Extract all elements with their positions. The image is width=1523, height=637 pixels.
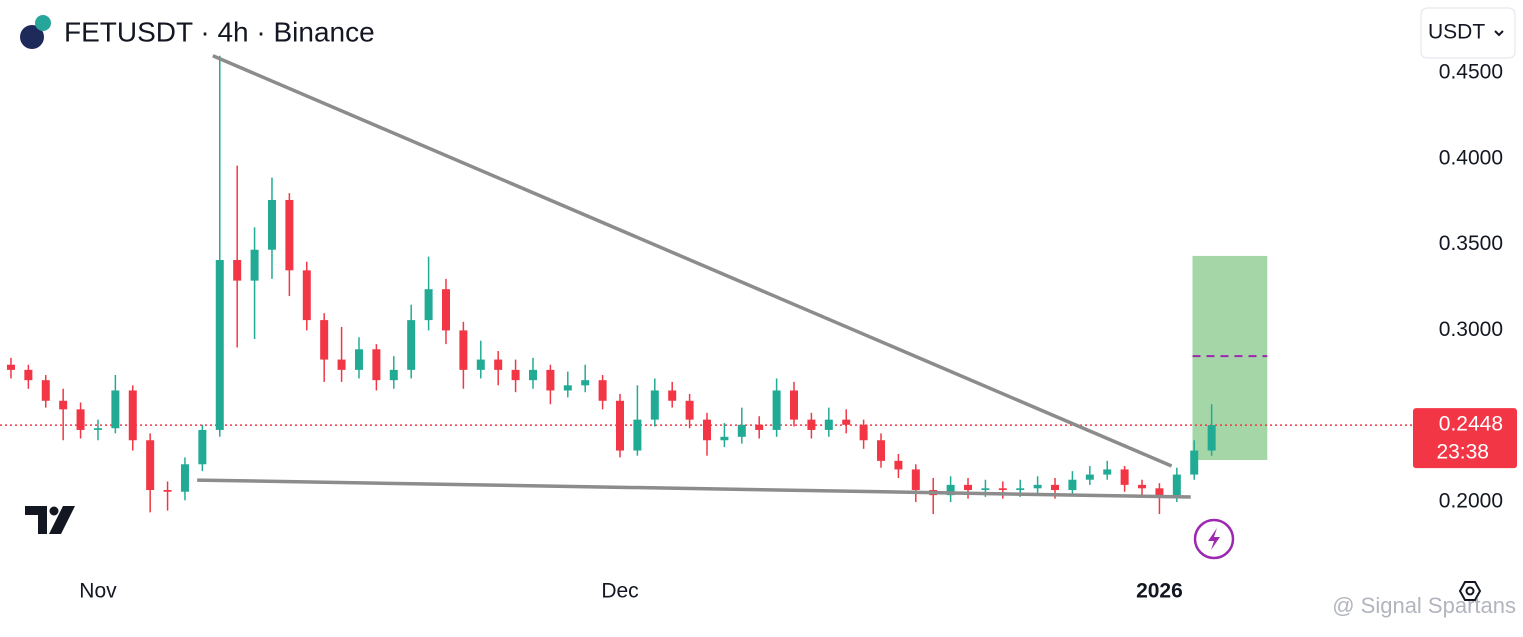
candle-body (946, 484, 955, 496)
candle-body (302, 270, 311, 321)
candle-body (807, 419, 816, 430)
candle-body (1085, 474, 1094, 480)
candle-body (842, 419, 851, 425)
candle-body (1068, 479, 1077, 491)
candle-body (563, 385, 572, 391)
candle-body (59, 400, 68, 410)
candle-body (546, 369, 555, 391)
candle-body (250, 249, 259, 281)
candle-body (146, 440, 155, 491)
candle-body (824, 419, 833, 430)
candle-body (633, 419, 642, 451)
price-label: 0.2448 (1439, 413, 1503, 436)
candle-body (180, 464, 189, 492)
watermark: @ Signal Spartans (1332, 593, 1516, 618)
candle-body (267, 199, 276, 250)
candle-body (215, 260, 224, 430)
candle-body (1103, 469, 1112, 475)
x-tick-label: Nov (79, 580, 117, 603)
candle-body (128, 390, 137, 441)
candle-body (320, 320, 329, 360)
candle-body (1207, 425, 1216, 451)
candle-body (441, 289, 450, 331)
candle-body (964, 484, 973, 491)
candle-body (285, 199, 294, 271)
candle-body (703, 419, 712, 441)
candle-body (894, 460, 903, 470)
trendline (212, 54, 1173, 468)
y-tick-label: 0.2000 (1439, 490, 1503, 513)
settings-icon[interactable] (1458, 581, 1482, 601)
candle-body (737, 424, 746, 437)
candle-body (111, 390, 120, 429)
candle-body (528, 369, 537, 381)
candle-body (598, 380, 607, 401)
candle-body (772, 390, 781, 430)
candle-body (494, 359, 503, 370)
candle-body (424, 289, 433, 321)
lightning-icon[interactable] (1193, 518, 1235, 560)
trendline (197, 478, 1191, 499)
candle-body (911, 469, 920, 491)
x-tick-label: 2026 (1136, 580, 1183, 603)
candle-body (1051, 484, 1060, 491)
candle-body (1120, 469, 1129, 485)
candle-body (407, 320, 416, 370)
symbol-logo (20, 15, 51, 49)
candle-body (998, 488, 1007, 491)
candle-body (877, 440, 886, 461)
candle-body (720, 436, 729, 441)
candle-body (685, 400, 694, 420)
tv-logo (25, 506, 75, 534)
candle-body (650, 390, 659, 420)
candle-body (76, 409, 85, 430)
dropdown-arrow (1494, 30, 1504, 37)
candle-body (354, 349, 363, 370)
candle-body (1155, 488, 1164, 496)
candle-body (511, 369, 520, 381)
countdown-label: 23:38 (1436, 441, 1489, 464)
candle-body (790, 390, 799, 420)
candle-body (1172, 474, 1181, 496)
candle-body (389, 369, 398, 381)
currency-label[interactable]: USDT (1428, 21, 1485, 44)
candle-body (41, 380, 50, 401)
candle-body (476, 359, 485, 370)
candle-body (198, 429, 207, 465)
candle-body (163, 490, 172, 492)
candle-body (459, 330, 468, 370)
candle-body (1190, 450, 1199, 475)
candle-body (6, 364, 15, 370)
candle-body (24, 369, 33, 381)
candle-body (1016, 488, 1025, 491)
currency-button[interactable] (1420, 7, 1516, 59)
candle-body (337, 359, 346, 370)
y-tick-label: 0.4500 (1439, 60, 1503, 83)
plot-area: 0.4500 0.4000 0.3500 0.3000 0.2000 Nov Dec 2026 (0, 54, 1503, 603)
candle-body (981, 488, 990, 491)
candle-body (1033, 484, 1042, 489)
candle-body (93, 428, 102, 430)
candle-body (859, 424, 868, 441)
y-tick-label: 0.3000 (1439, 318, 1503, 341)
target-zone (1192, 255, 1268, 460)
candle-body (668, 390, 677, 401)
candle-body (615, 400, 624, 451)
x-tick-label: Dec (601, 580, 638, 603)
candle-body (233, 260, 242, 281)
candle-body (372, 349, 381, 381)
y-tick-label: 0.4000 (1439, 146, 1503, 169)
price-label-box (1413, 408, 1517, 469)
chart-title: FETUSDT · 4h · Binance (64, 16, 375, 47)
y-tick-label: 0.3500 (1439, 232, 1503, 255)
candle-body (581, 380, 590, 386)
candle-body (755, 424, 764, 430)
candle-body (1138, 484, 1147, 489)
